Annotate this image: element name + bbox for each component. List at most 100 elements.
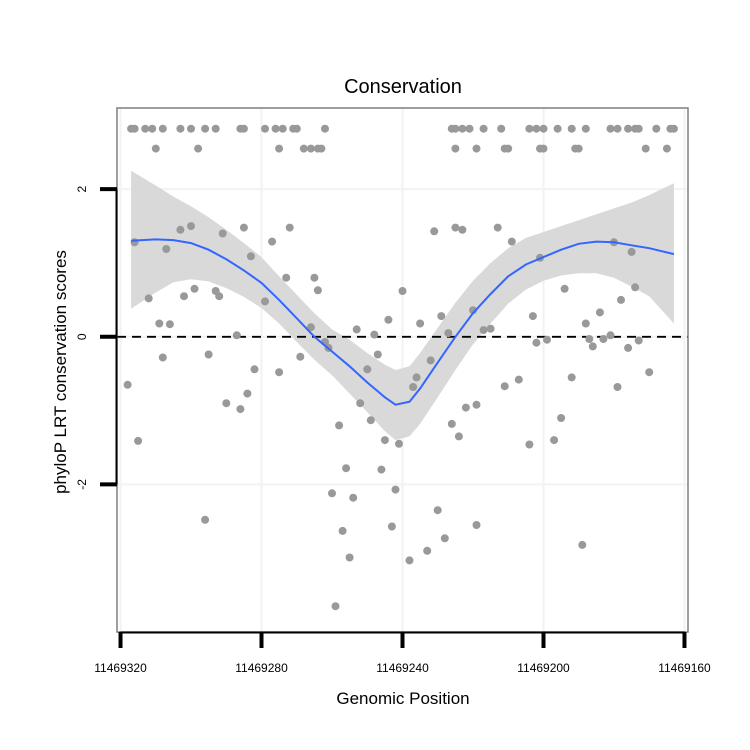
data-point	[528, 312, 537, 321]
data-point	[158, 353, 167, 362]
confidence-band-layer	[131, 170, 674, 441]
data-point	[595, 308, 604, 317]
data-point	[151, 144, 160, 153]
data-point	[426, 356, 435, 365]
data-point	[507, 237, 516, 246]
data-point	[275, 368, 284, 377]
smooth-line	[131, 238, 675, 406]
data-point	[624, 124, 633, 133]
chart-title: Conservation	[344, 76, 462, 98]
data-point	[363, 365, 372, 374]
confidence-band	[131, 170, 674, 441]
y-axis: 2 0 -2	[75, 186, 118, 490]
y-axis-title: phyloP LRT conservation scores	[51, 250, 70, 494]
x-axis-title: Genomic Position	[336, 689, 469, 708]
data-point	[645, 368, 654, 377]
data-point	[306, 144, 315, 153]
points-layer	[123, 124, 678, 611]
data-point	[201, 515, 210, 524]
data-point	[268, 237, 277, 246]
data-point	[158, 124, 167, 133]
data-point	[588, 342, 597, 351]
data-point	[479, 326, 488, 335]
data-point	[405, 556, 414, 565]
data-point	[130, 124, 139, 133]
data-point	[194, 144, 203, 153]
data-point	[398, 287, 407, 295]
data-point	[250, 365, 259, 374]
data-point	[218, 229, 227, 238]
data-point	[532, 338, 541, 347]
data-point	[356, 399, 365, 408]
data-point	[581, 319, 590, 328]
data-point	[310, 273, 319, 282]
x-tick-label: 11469200	[517, 661, 570, 675]
data-point	[574, 144, 583, 153]
data-point	[201, 124, 210, 133]
y-tick-label: -2	[75, 479, 89, 490]
data-point	[662, 144, 671, 153]
data-point	[451, 144, 460, 153]
data-point	[187, 222, 195, 231]
data-point	[553, 124, 562, 133]
data-point	[134, 436, 143, 445]
data-point	[296, 352, 305, 361]
data-point	[634, 336, 643, 345]
data-point	[141, 124, 150, 133]
data-point	[458, 124, 467, 133]
data-point	[472, 521, 481, 529]
data-point	[539, 144, 548, 153]
data-point	[634, 124, 643, 133]
data-point	[306, 323, 315, 332]
data-point	[606, 124, 615, 133]
x-tick-label: 11469240	[376, 661, 429, 675]
data-point	[416, 319, 425, 328]
data-point	[433, 506, 442, 515]
data-point	[412, 373, 421, 382]
data-point	[493, 223, 502, 232]
data-point	[299, 144, 308, 153]
data-point	[532, 124, 541, 133]
data-point	[472, 400, 481, 409]
data-point	[430, 227, 439, 236]
data-point	[243, 389, 252, 398]
data-point	[387, 522, 396, 531]
x-tick-label: 11469160	[658, 661, 711, 675]
data-point	[123, 380, 132, 389]
data-point	[370, 330, 379, 339]
data-point	[525, 440, 534, 449]
data-point	[395, 439, 403, 448]
data-point	[500, 382, 509, 391]
data-point	[275, 144, 284, 153]
data-point	[282, 273, 291, 282]
data-point	[377, 465, 386, 474]
x-axis: 11469320 11469280 11469240 11469200 11469160	[94, 631, 711, 675]
data-point	[641, 144, 650, 153]
data-point	[451, 223, 460, 232]
y-tick-label: 2	[75, 186, 89, 193]
data-point	[215, 292, 224, 301]
data-point	[349, 493, 358, 502]
data-point	[232, 331, 241, 340]
data-point	[557, 414, 566, 422]
data-point	[451, 124, 460, 133]
data-point	[447, 419, 456, 428]
x-tick-label: 11469280	[235, 661, 288, 675]
data-point	[525, 124, 534, 133]
data-point	[373, 350, 382, 359]
data-point	[292, 124, 301, 133]
data-point	[514, 375, 523, 384]
data-point	[391, 485, 400, 494]
data-point	[222, 399, 231, 408]
data-point	[144, 294, 153, 303]
data-point	[454, 432, 463, 441]
data-point	[465, 124, 474, 133]
data-point	[550, 436, 559, 445]
data-point	[313, 286, 322, 295]
data-point	[261, 297, 269, 306]
data-point	[423, 546, 432, 555]
data-point	[239, 223, 248, 232]
data-point	[190, 284, 199, 293]
data-point	[560, 284, 569, 293]
